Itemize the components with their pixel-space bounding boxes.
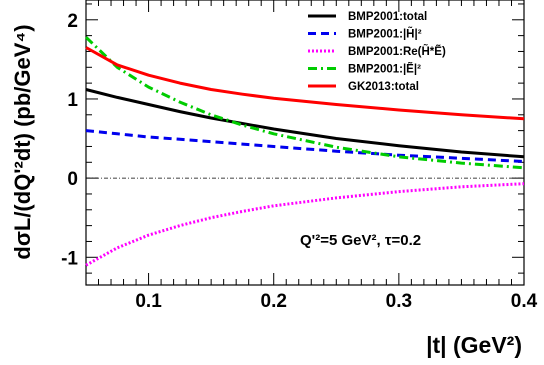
legend-label-4: BMP2001:|Ẽ|² [348, 63, 421, 76]
legend-label-1: BMP2001:total [348, 11, 427, 23]
y-tick-label: 2 [67, 11, 78, 32]
plot-frame [85, 0, 525, 286]
legend-label-2: BMP2001:|H̃|² [348, 28, 422, 41]
series-line-2 [85, 129, 525, 163]
series-line-3 [85, 182, 525, 267]
legend: BMP2001:total BMP2001:|H̃|² BMP2001:Re(H̃*… [308, 11, 446, 93]
annotation: Q'²=5 GeV², τ=0.2 [300, 232, 421, 249]
y-tick-label: 1 [67, 90, 78, 111]
x-axis-title: |t| (GeV²) [426, 332, 522, 358]
plot-area: 0.1 0.2 0.3 0.4 -1 0 1 2 [61, 0, 538, 312]
series-line-5 [85, 46, 525, 121]
x-tick-label: 0.1 [135, 291, 162, 312]
y-tick-label: -1 [61, 248, 78, 269]
data-series [84, 36, 525, 267]
series-line-1 [85, 88, 525, 159]
legend-label-3: BMP2001:Re(H̃*Ẽ) [348, 45, 446, 58]
x-tick-label: 0.4 [511, 291, 538, 312]
tick-labels: 0.1 0.2 0.3 0.4 -1 0 1 2 [61, 11, 538, 312]
axis-ticks [86, 0, 525, 285]
x-tick-label: 0.3 [386, 291, 412, 312]
series-line-4 [84, 36, 525, 170]
y-axis-title: dσL/(dQ'²dt) (pb/GeV⁴) [10, 24, 35, 259]
y-tick-label: 0 [67, 169, 78, 190]
x-tick-label: 0.2 [261, 291, 287, 312]
legend-label-5: GK2013:total [348, 81, 419, 93]
